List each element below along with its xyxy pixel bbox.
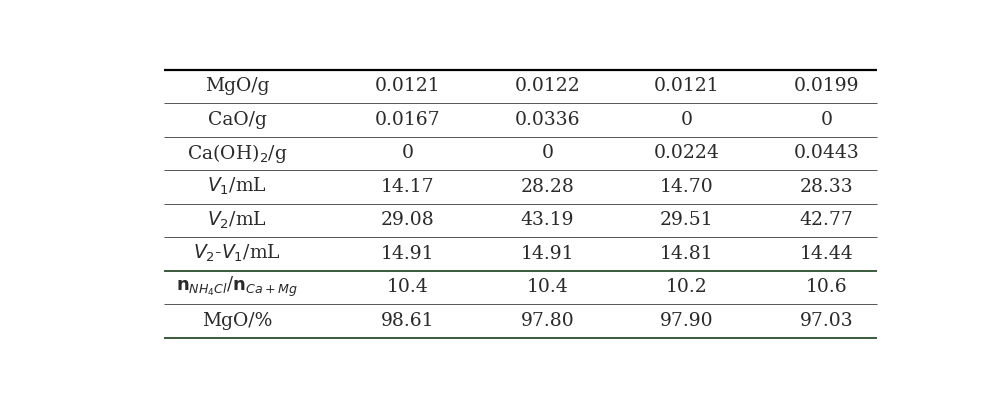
Text: MgO/%: MgO/% bbox=[202, 312, 273, 330]
Text: 0.0336: 0.0336 bbox=[515, 111, 580, 129]
Text: 29.51: 29.51 bbox=[660, 211, 714, 229]
Text: 0: 0 bbox=[541, 144, 553, 162]
Text: 14.44: 14.44 bbox=[800, 245, 853, 263]
Text: 97.90: 97.90 bbox=[660, 312, 714, 330]
Text: 29.08: 29.08 bbox=[381, 211, 435, 229]
Text: 14.81: 14.81 bbox=[660, 245, 714, 263]
Text: CaO/g: CaO/g bbox=[208, 111, 267, 129]
Text: 10.2: 10.2 bbox=[666, 278, 708, 296]
Text: 0: 0 bbox=[681, 111, 693, 129]
Text: $\mathbf{n}$$_{\mathit{NH_4Cl}}$/$\mathbf{n}$$_{\mathit{Ca+Mg}}$: $\mathbf{n}$$_{\mathit{NH_4Cl}}$/$\mathb… bbox=[176, 275, 298, 299]
Text: 0.0122: 0.0122 bbox=[514, 77, 580, 95]
Text: 43.19: 43.19 bbox=[521, 211, 574, 229]
Text: 0.0121: 0.0121 bbox=[654, 77, 720, 95]
Text: 28.33: 28.33 bbox=[800, 178, 853, 196]
Text: 28.28: 28.28 bbox=[520, 178, 574, 196]
Text: 0.0443: 0.0443 bbox=[794, 144, 859, 162]
Text: 14.91: 14.91 bbox=[521, 245, 574, 263]
Text: 10.4: 10.4 bbox=[387, 278, 429, 296]
Text: 14.91: 14.91 bbox=[381, 245, 435, 263]
Text: 97.03: 97.03 bbox=[800, 312, 853, 330]
Text: 0.0224: 0.0224 bbox=[654, 144, 720, 162]
Text: 10.6: 10.6 bbox=[806, 278, 847, 296]
Text: 0.0121: 0.0121 bbox=[375, 77, 441, 95]
Text: 0.0167: 0.0167 bbox=[375, 111, 441, 129]
Text: 42.77: 42.77 bbox=[799, 211, 853, 229]
Text: 0: 0 bbox=[820, 111, 832, 129]
Text: 0: 0 bbox=[402, 144, 414, 162]
Text: Ca(OH)$_2$/g: Ca(OH)$_2$/g bbox=[187, 142, 288, 165]
Text: $V_2$-$V_1$/mL: $V_2$-$V_1$/mL bbox=[193, 243, 281, 264]
Text: $V_1$/mL: $V_1$/mL bbox=[207, 176, 267, 198]
Text: $V_2$/mL: $V_2$/mL bbox=[207, 210, 267, 231]
Text: 14.70: 14.70 bbox=[660, 178, 714, 196]
Text: 98.61: 98.61 bbox=[381, 312, 435, 330]
Text: 10.4: 10.4 bbox=[526, 278, 568, 296]
Text: MgO/g: MgO/g bbox=[205, 77, 270, 95]
Text: 97.80: 97.80 bbox=[520, 312, 574, 330]
Text: 0.0199: 0.0199 bbox=[794, 77, 859, 95]
Text: 14.17: 14.17 bbox=[381, 178, 435, 196]
